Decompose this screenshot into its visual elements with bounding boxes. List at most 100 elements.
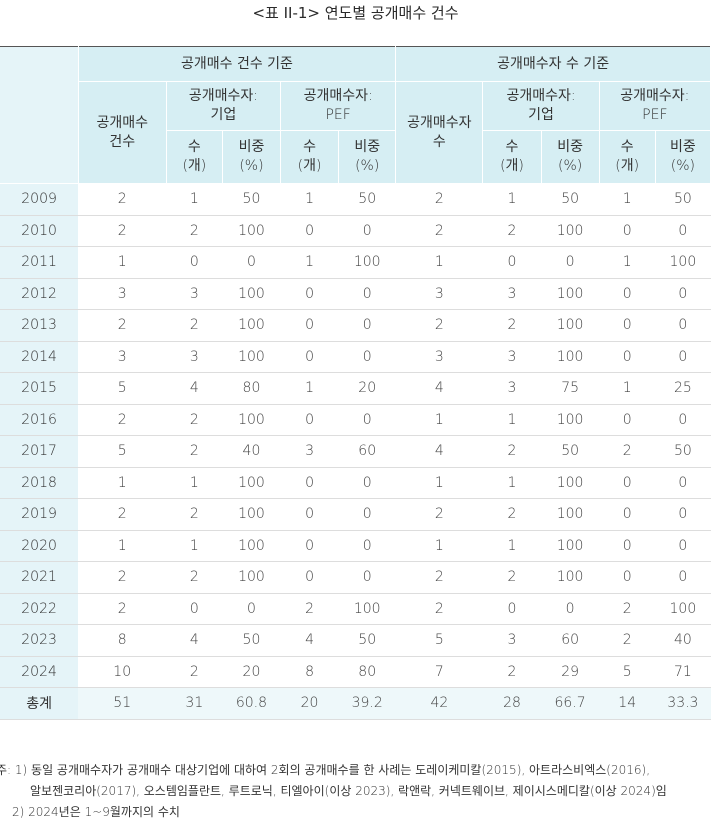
table-cell: 100 [222,467,281,499]
table-cell: 39.2 [338,687,396,720]
table-cell: 2 [482,309,542,342]
header-group-by-count: 공개매수 건수 기준 [78,46,397,82]
table-cell: 0 [655,530,711,562]
table-cell: 1 [599,372,656,405]
table-cell: 100 [222,561,281,594]
table-row: 2021 2 2 100 0 0 2 2 100 0 0 [0,561,711,594]
table-row: 2014 3 3 100 0 0 3 3 100 0 0 [0,341,711,373]
table-cell: 4 [280,624,339,657]
footnote-1b: 알보젠코리아(2017), 오스템임플란트, 루트로닉, 티엘아이(이상 202… [30,784,667,798]
table-cell: 100 [222,404,281,436]
row-year-cell: 2024 [0,656,79,688]
table-cell: 42 [395,687,483,720]
table-cell: 0 [599,561,656,594]
table-cell: 0 [280,530,339,562]
table-cell: 0 [338,530,396,562]
table-cell: 2 [395,183,483,216]
table-cell: 0 [338,278,396,310]
table-cell: 3 [280,435,339,468]
row-year-cell: 2020 [0,530,79,562]
table-cell: 4 [395,372,483,405]
table-cell: 2 [395,498,483,531]
table-cell: 2 [166,215,223,247]
header-num: 수 (개) [482,130,542,184]
table-cell: 5 [599,656,656,688]
table-cell: 100 [541,467,600,499]
table-cell: 0 [599,498,656,531]
table-cell: 8 [78,624,167,657]
table-cell: 2 [599,624,656,657]
header-group-by-buyer: 공개매수자 수 기준 [395,46,711,82]
table-cell: 2 [599,593,656,625]
table-cell: 29 [541,656,600,688]
table-body: 2009 2 1 50 1 50 2 1 50 1 50 2010 2 2 100 0 0 2 2 100 0 0 2011… [0,183,711,720]
table-cell: 1 [482,183,542,216]
table-cell: 4 [395,435,483,468]
table-cell: 2 [166,404,223,436]
table-cell: 0 [655,278,711,310]
table-cell: 14 [599,687,656,720]
table-cell: 0 [541,593,600,625]
table-cell: 0 [655,561,711,594]
table-cell: 100 [541,404,600,436]
row-year-cell: 2014 [0,341,79,373]
table-cell: 0 [655,341,711,373]
row-year-cell: 2015 [0,372,79,405]
header-count-col: 공개매수 건수 [78,81,167,184]
row-year-cell: 2018 [0,467,79,499]
table-cell: 5 [395,624,483,657]
table-cell: 2 [78,561,167,594]
table-cell: 0 [280,467,339,499]
table-cell: 2 [599,435,656,468]
table-cell: 0 [599,309,656,342]
table-cell: 0 [280,498,339,531]
header-sub-company-1: 공개매수자: 기업 [166,81,282,131]
table-row: 2010 2 2 100 0 0 2 2 100 0 0 [0,215,711,247]
table-cell: 1 [395,404,483,436]
row-year-cell: 2017 [0,435,79,468]
table-cell: 1 [599,246,656,279]
table-cell: 1 [482,530,542,562]
table-cell: 60.8 [222,687,281,720]
table-cell: 31 [166,687,223,720]
table-cell: 0 [599,530,656,562]
table-cell: 1 [482,404,542,436]
table-cell: 0 [280,561,339,594]
table-cell: 100 [222,215,281,247]
table-row: 2017 5 2 40 3 60 4 2 50 2 50 [0,435,711,468]
table-cell: 3 [166,341,223,373]
table-cell: 33.3 [655,687,711,720]
table-row: 2013 2 2 100 0 0 2 2 100 0 0 [0,309,711,342]
row-year-cell: 2013 [0,309,79,342]
row-year-cell: 2021 [0,561,79,594]
table-row: 2015 5 4 80 1 20 4 3 75 1 25 [0,372,711,405]
header-share: 비중 (%) [541,130,600,184]
row-year-cell: 총계 [0,687,79,720]
table-row: 2009 2 1 50 1 50 2 1 50 1 50 [0,183,711,216]
table-row: 2012 3 3 100 0 0 3 3 100 0 0 [0,278,711,310]
table-cell: 0 [280,341,339,373]
table-cell: 28 [482,687,542,720]
table-cell: 1 [166,183,223,216]
table-cell: 100 [541,341,600,373]
table-cell: 0 [599,215,656,247]
table-cell: 3 [395,278,483,310]
table-cell: 3 [482,278,542,310]
table-cell: 0 [655,309,711,342]
table-cell: 51 [78,687,167,720]
table-row: 2020 1 1 100 0 0 1 1 100 0 0 [0,530,711,562]
table-cell: 50 [655,183,711,216]
table-cell: 0 [599,467,656,499]
header-buyer-count-col: 공개매수자 수 [395,81,484,184]
table-cell: 100 [338,246,396,279]
table-cell: 3 [395,341,483,373]
header-sub-company-2: 공개매수자: 기업 [482,81,600,131]
table-cell: 100 [222,530,281,562]
table-cell: 2 [78,183,167,216]
table-cell: 2 [482,435,542,468]
row-year-cell: 2012 [0,278,79,310]
table-cell: 0 [280,278,339,310]
header-num: 수 (개) [280,130,340,184]
table-cell: 1 [166,530,223,562]
table-cell: 2 [166,309,223,342]
